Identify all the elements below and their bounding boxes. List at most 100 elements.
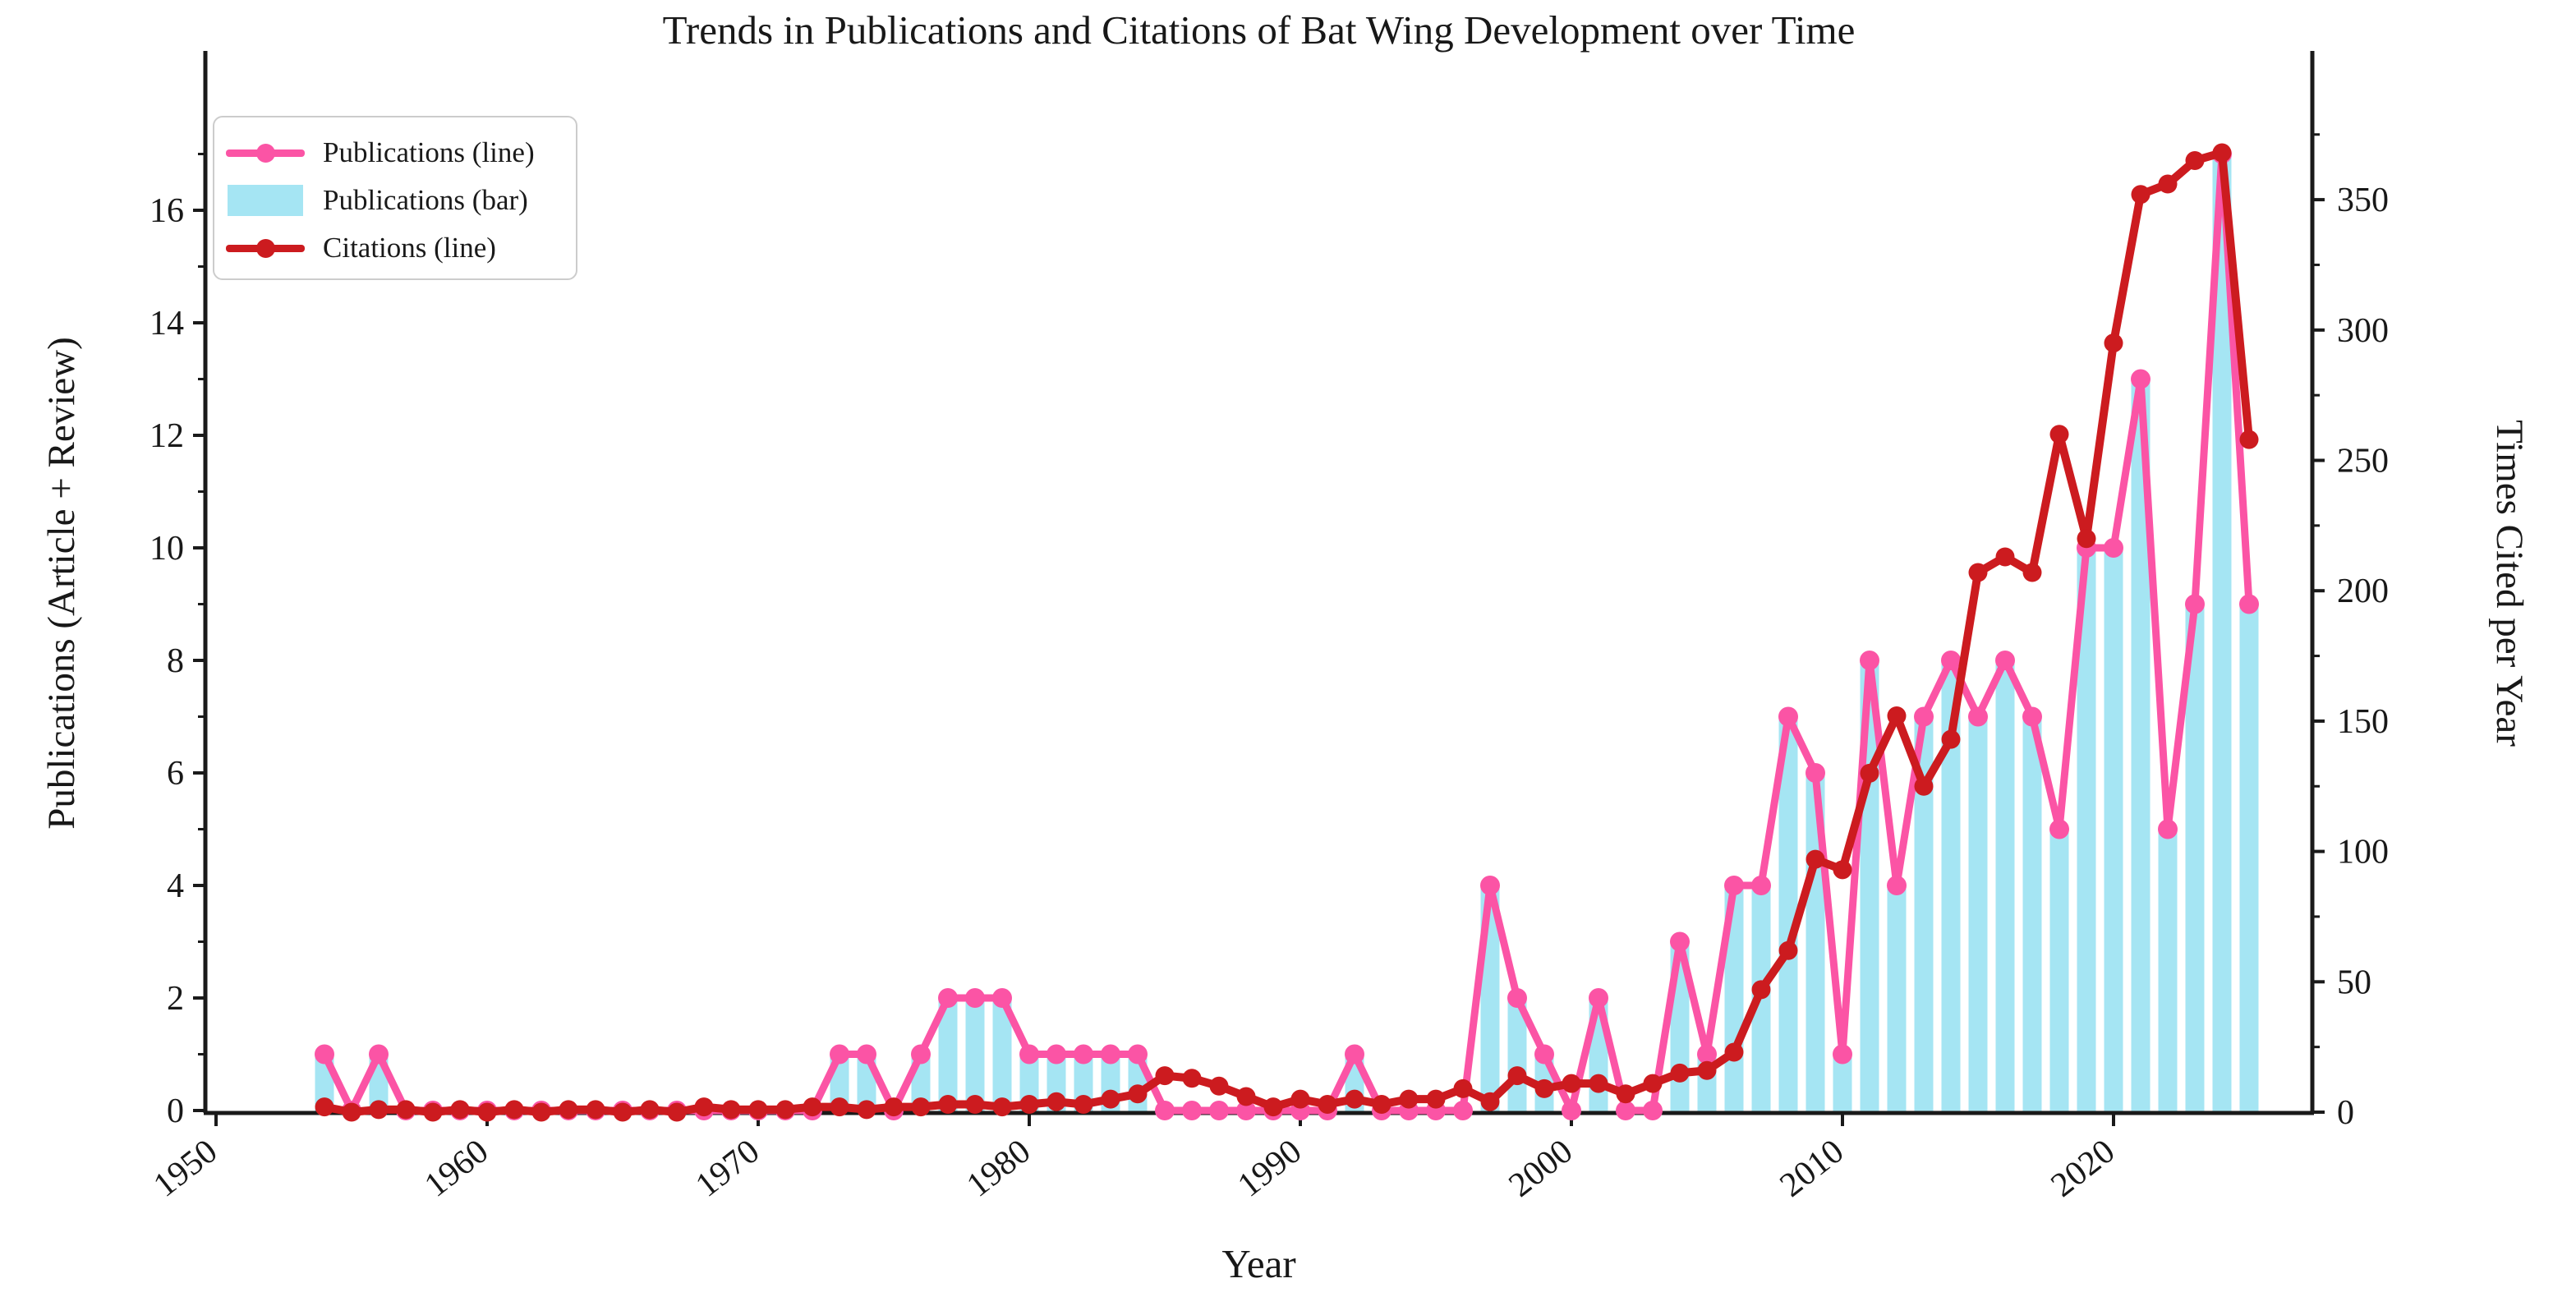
publications-point — [1101, 1044, 1120, 1065]
publications-bar — [2077, 548, 2096, 1111]
publications-point — [1453, 1101, 1473, 1120]
citations-point — [1453, 1078, 1473, 1098]
citations-point — [2239, 430, 2259, 449]
citations-point — [1209, 1076, 1229, 1096]
publications-bar — [2022, 716, 2042, 1111]
legend-item-citations-line: Citations (line) — [226, 224, 576, 272]
citations-point — [1806, 849, 1825, 869]
publications-bar — [1941, 660, 1961, 1111]
publications-point — [1724, 876, 1744, 895]
citations-point — [559, 1100, 578, 1120]
publications-point — [2185, 594, 2205, 614]
y-left-tick-label: 16 — [150, 192, 184, 230]
publications-bar — [1995, 660, 2015, 1111]
publications-point — [1833, 1044, 1852, 1065]
publications-point — [2158, 819, 2178, 839]
citations-point — [1372, 1094, 1392, 1114]
citations-point — [1534, 1078, 1554, 1098]
legend-box: Publications (line) Publications (bar) C… — [213, 116, 577, 280]
citations-point — [315, 1097, 334, 1117]
publications-point — [1751, 876, 1771, 895]
citations-point — [342, 1102, 361, 1122]
y-left-tick-label: 12 — [150, 417, 184, 455]
publications-point — [1968, 706, 1988, 727]
citations-point — [1670, 1063, 1690, 1083]
publications-point — [938, 988, 958, 1008]
publications-bar — [1778, 716, 1798, 1111]
y-left-tick-label: 6 — [167, 755, 184, 793]
publications-point — [1589, 988, 1608, 1008]
publications-point — [2049, 819, 2069, 839]
publications-point — [830, 1044, 849, 1065]
citations-point — [1426, 1089, 1446, 1109]
y-axis-label-right: Times Cited per Year — [2488, 420, 2531, 747]
publications-point — [2131, 369, 2150, 389]
y-right-tick-label: 0 — [2337, 1094, 2354, 1132]
citations-point — [450, 1100, 470, 1120]
publications-bar — [2158, 829, 2178, 1111]
citations-point — [1046, 1092, 1066, 1111]
publications-point — [857, 1044, 876, 1065]
citations-point — [1263, 1097, 1283, 1117]
legend-label-publications-line: Publications (line) — [323, 136, 535, 168]
y-right-tick-label: 250 — [2337, 443, 2389, 481]
publications-point — [2239, 594, 2259, 614]
citations-point — [1914, 776, 1934, 796]
citations-point — [1507, 1066, 1527, 1086]
citations-point — [1074, 1094, 1093, 1114]
citations-point — [2022, 563, 2042, 582]
y-right-tick-label: 200 — [2337, 573, 2389, 610]
citations-point — [1887, 706, 1907, 726]
citations-point — [1182, 1069, 1202, 1088]
y-right-tick-label: 350 — [2337, 182, 2389, 219]
x-tick-label: 1990 — [1231, 1133, 1309, 1205]
publications-point — [2104, 538, 2123, 558]
citations-point — [2131, 185, 2150, 205]
citations-point — [1480, 1092, 1500, 1111]
citations-point — [857, 1100, 876, 1120]
publications-bar — [2049, 829, 2069, 1111]
citations-point — [938, 1094, 958, 1114]
citations-point — [1589, 1074, 1608, 1093]
publications-point — [1507, 988, 1527, 1008]
publications-point — [1209, 1101, 1229, 1120]
citations-point — [1697, 1060, 1717, 1080]
y-right-tick-label: 100 — [2337, 834, 2389, 871]
citations-point — [748, 1100, 768, 1120]
citations-point — [2158, 174, 2178, 194]
publications-point — [1914, 706, 1934, 727]
citations-point — [586, 1100, 605, 1120]
citations-point — [1941, 729, 1961, 749]
citations-point — [965, 1094, 985, 1114]
citations-point — [1724, 1042, 1744, 1062]
citations-point — [2049, 425, 2069, 444]
citations-point — [423, 1102, 443, 1122]
citations-point — [2077, 529, 2096, 549]
publications-point — [1182, 1101, 1202, 1120]
publications-point — [1806, 763, 1825, 783]
citations-point — [2104, 333, 2123, 353]
citations-point — [1236, 1087, 1256, 1106]
citations-point — [1019, 1094, 1039, 1114]
citations-point — [694, 1097, 714, 1117]
publications-line-marker-icon — [226, 136, 305, 170]
chart-title: Trends in Publications and Citations of … — [662, 7, 1856, 53]
citations-point — [1860, 763, 1879, 783]
citations-point — [884, 1097, 904, 1117]
citations-point — [1778, 940, 1798, 960]
publications-point — [369, 1044, 389, 1065]
citations-point — [1751, 980, 1771, 1000]
publications-point — [1480, 876, 1500, 895]
x-tick-label: 1970 — [689, 1133, 767, 1205]
citations-point — [477, 1102, 497, 1122]
publications-bar — [2212, 154, 2232, 1111]
x-tick-label: 2010 — [1773, 1133, 1852, 1205]
publications-bar — [2131, 379, 2150, 1111]
publications-bar-swatch-icon — [226, 183, 305, 218]
citations-point — [2185, 150, 2205, 170]
citations-point — [667, 1102, 687, 1122]
publications-bar — [965, 998, 985, 1111]
citations-point — [1155, 1066, 1175, 1086]
publications-bar — [2185, 604, 2205, 1111]
